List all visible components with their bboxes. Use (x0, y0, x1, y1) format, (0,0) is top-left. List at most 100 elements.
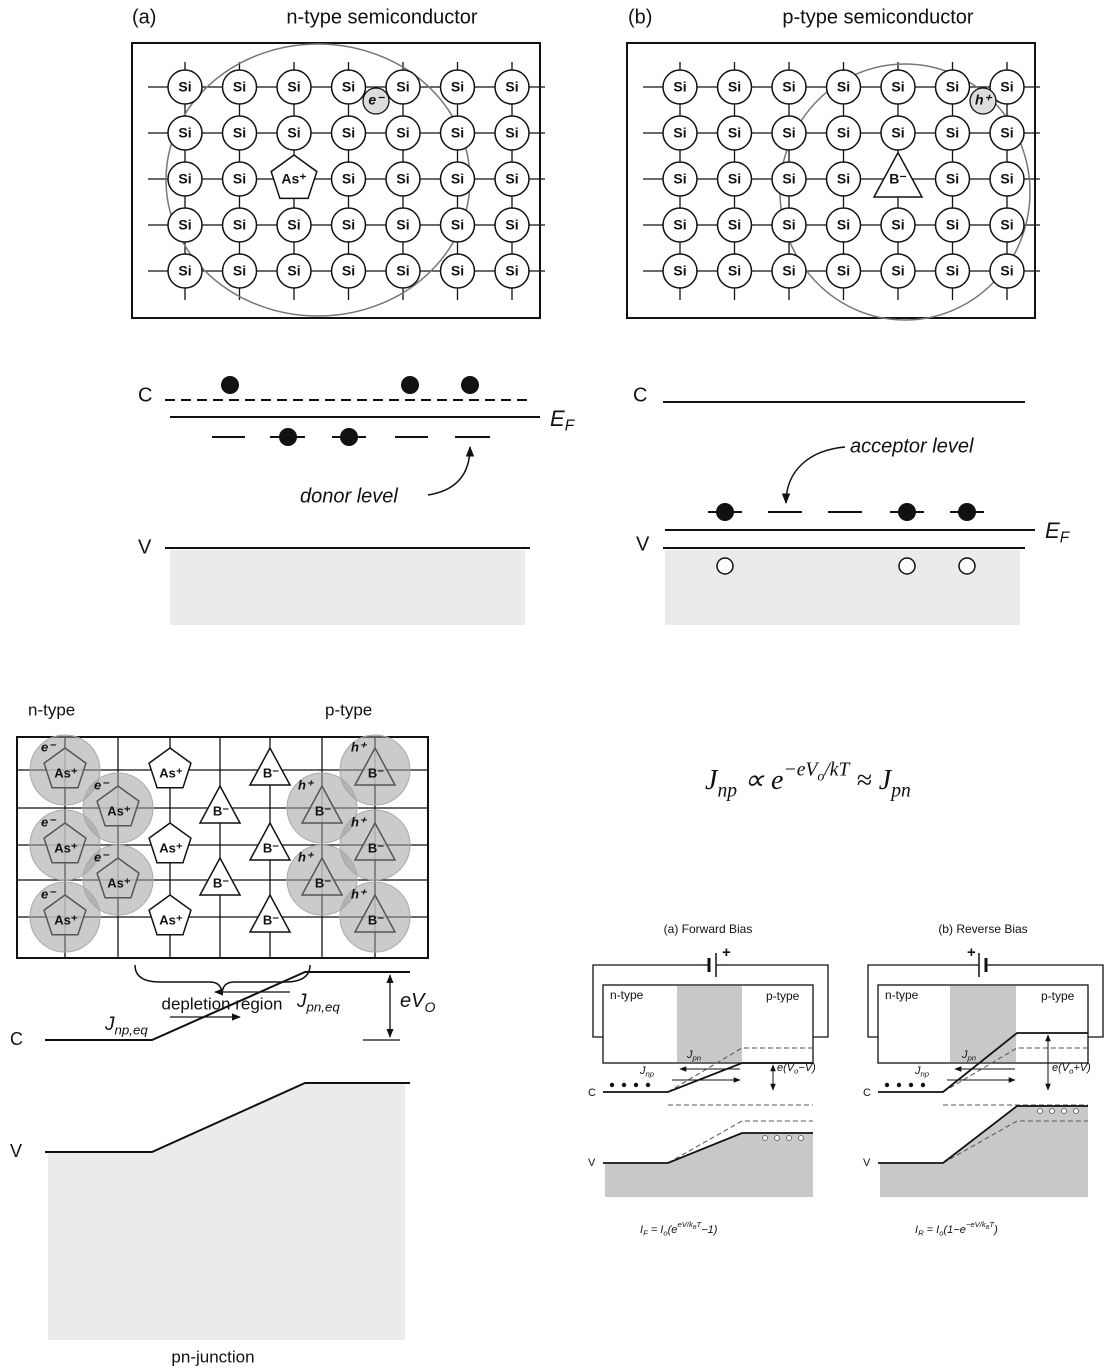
label: donor level (300, 485, 398, 507)
label: Si (728, 125, 741, 141)
brace (135, 965, 310, 995)
label: B⁻ (368, 765, 384, 780)
label: pn-junction (171, 1347, 254, 1366)
label: Si (505, 217, 518, 233)
hole (799, 1136, 804, 1141)
label: e⁻ (368, 92, 385, 108)
label: (b) (628, 6, 652, 28)
label-part: ≈ J (849, 765, 892, 796)
label: e⁻ (94, 849, 110, 864)
label: Si (505, 263, 518, 279)
label: p-type semiconductor (782, 6, 974, 28)
label: Si (891, 217, 904, 233)
rich-label: Jnp,eq (104, 1014, 148, 1037)
hole (1050, 1109, 1055, 1114)
hole (717, 558, 733, 574)
rich-label: IF = Io(eeV/kBT−1) (640, 1220, 718, 1237)
label: As⁺ (54, 912, 78, 927)
label-part: np (921, 1069, 930, 1078)
label: n-type (885, 988, 919, 1002)
label: Si (1000, 217, 1013, 233)
label: Si (233, 217, 246, 233)
page: (a)n-type semiconductorSiSiSiSiSiSiSiSiS… (0, 0, 1104, 1370)
label: Si (451, 217, 464, 233)
hole (959, 558, 975, 574)
label: h⁺ (351, 886, 368, 901)
hole (899, 558, 915, 574)
label-part: np (646, 1069, 655, 1078)
label: Si (1000, 125, 1013, 141)
label: V (138, 536, 152, 558)
label: Si (178, 125, 191, 141)
label-part: F (565, 418, 576, 435)
label-part: np,eq (115, 1022, 149, 1037)
label: h⁺ (351, 814, 368, 829)
hole (1062, 1109, 1067, 1114)
label: acceptor level (850, 435, 974, 457)
valence-band-fill (48, 1084, 405, 1340)
label-part: pn (967, 1053, 977, 1062)
label: As⁺ (54, 840, 78, 855)
label: Si (505, 125, 518, 141)
label: Si (287, 263, 300, 279)
label: Si (837, 263, 850, 279)
electron (622, 1083, 626, 1087)
label: Si (728, 217, 741, 233)
label: B⁻ (368, 912, 384, 927)
electron (340, 428, 358, 446)
label: As⁺ (159, 912, 183, 927)
label: Si (342, 125, 355, 141)
label: Si (178, 263, 191, 279)
label: As⁺ (54, 765, 78, 780)
label: h⁺ (298, 777, 315, 792)
label: Si (782, 217, 795, 233)
label: (a) (132, 6, 156, 28)
label-part: pn (692, 1053, 702, 1062)
label: Si (946, 171, 959, 187)
label: Si (451, 263, 464, 279)
label-part: (1−e (944, 1224, 966, 1236)
label: e⁻ (41, 886, 57, 901)
label: Si (396, 171, 409, 187)
label-part: pn (889, 780, 911, 801)
rich-label: eVO (400, 990, 435, 1014)
label: V (10, 1141, 22, 1161)
label-part: pn,eq (306, 999, 341, 1014)
label: B⁻ (315, 803, 331, 818)
rich-label: Jpn,eq (296, 991, 340, 1014)
electron (716, 503, 734, 521)
label: Si (396, 125, 409, 141)
electron (221, 376, 239, 394)
label: Si (342, 263, 355, 279)
label: Si (728, 263, 741, 279)
electron (646, 1083, 650, 1087)
rich-label: Jnp (914, 1065, 930, 1078)
arrow (428, 447, 470, 495)
label: V (863, 1157, 871, 1169)
label: + (967, 944, 976, 961)
label-part: = I (924, 1224, 940, 1236)
label-part: eV/k (677, 1220, 694, 1229)
label-part: −V) (798, 1062, 816, 1074)
label: + (722, 944, 731, 961)
label: h⁺ (298, 849, 315, 864)
valence-fill (880, 1106, 1088, 1197)
label-part: E (1045, 518, 1060, 543)
label: Si (782, 125, 795, 141)
label: Si (233, 171, 246, 187)
label: As⁺ (107, 803, 131, 818)
label: V (588, 1157, 596, 1169)
label: B⁻ (368, 840, 384, 855)
label: Si (946, 217, 959, 233)
electron (909, 1083, 913, 1087)
label: Si (505, 79, 518, 95)
label: Si (946, 79, 959, 95)
label-part: J (296, 991, 307, 1012)
label-part: ∝ e (737, 765, 783, 796)
depletion-zone (950, 986, 1016, 1062)
label: B⁻ (889, 171, 907, 187)
electron (279, 428, 297, 446)
label: (a) Forward Bias (664, 922, 753, 936)
hole (763, 1136, 768, 1141)
label: Si (178, 79, 191, 95)
